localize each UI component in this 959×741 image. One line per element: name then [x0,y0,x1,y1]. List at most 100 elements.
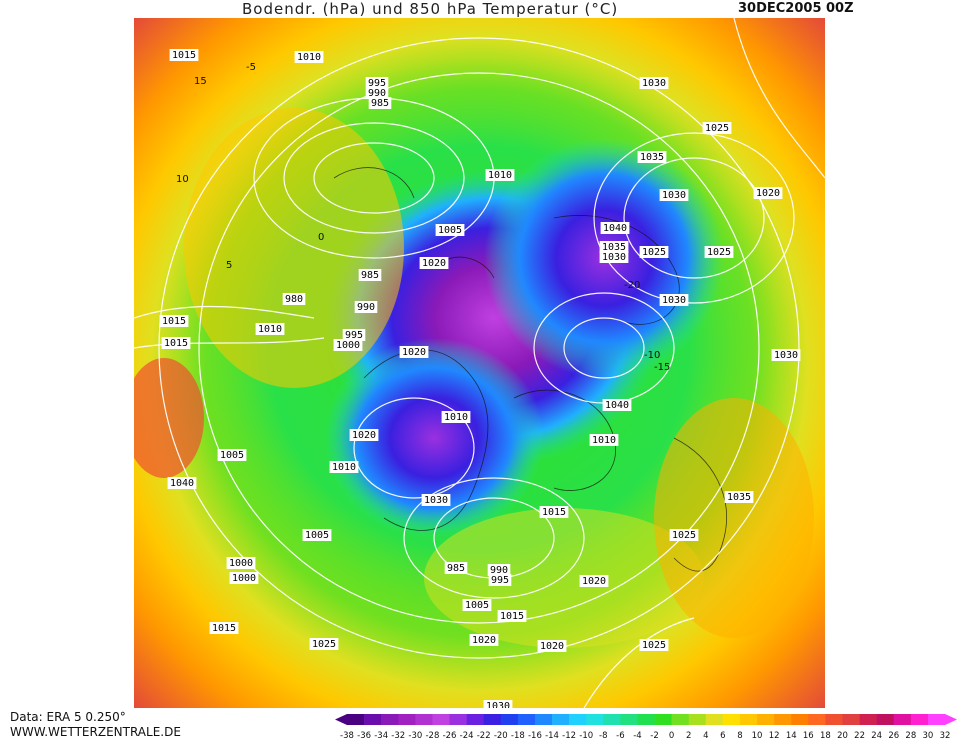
pressure-label: 1010 [329,461,359,473]
pressure-label: 1030 [421,494,451,506]
scale-tick-label: 0 [669,731,674,740]
svg-text:1025: 1025 [672,530,696,541]
svg-text:1000: 1000 [232,573,256,584]
svg-text:1025: 1025 [642,640,666,651]
pressure-label: 1025 [309,638,339,650]
pressure-label: 1020 [537,640,567,652]
pressure-label: 995 [342,329,366,341]
pressure-label: 990 [365,87,389,99]
scale-tick-label: -26 [443,731,457,740]
pressure-label: 1015 [159,315,189,327]
svg-text:1020: 1020 [582,576,606,587]
scale-swatch [842,714,860,725]
svg-text:990: 990 [490,565,508,576]
svg-text:1010: 1010 [592,435,616,446]
scale-swatch [569,714,587,725]
svg-text:1030: 1030 [774,350,798,361]
pressure-label: 1015 [497,610,527,622]
scale-tick-label: 8 [737,731,742,740]
scale-swatch [620,714,638,725]
pressure-label: 1010 [485,169,515,181]
svg-text:1015: 1015 [162,316,186,327]
scale-tick-label: -24 [460,731,474,740]
svg-text:1035: 1035 [640,152,664,163]
svg-text:1025: 1025 [705,123,729,134]
pressure-label: 1005 [435,224,465,236]
scale-swatch [808,714,826,725]
pressure-label: 1030 [483,700,513,708]
svg-text:1005: 1005 [438,225,462,236]
pressure-label: 1020 [753,187,783,199]
scale-tick-label: -28 [425,731,439,740]
scale-swatch [432,714,450,725]
scale-swatch [500,714,519,725]
isotherm-label: 5 [226,260,232,271]
pressure-label: 985 [368,97,392,109]
pressure-label: 1010 [255,323,285,335]
svg-text:1035: 1035 [727,492,751,503]
isotherm-label: 0 [318,232,324,243]
scale-swatch [586,714,604,725]
scale-swatch [534,714,553,725]
scale-tick-label: -30 [408,731,422,740]
isobar-layer [134,18,825,708]
svg-text:1015: 1015 [500,611,524,622]
scale-tick-label: -8 [599,731,607,740]
pressure-label: 1015 [161,337,191,349]
scale-tick-label: -22 [477,731,491,740]
scale-tick-label: 16 [803,731,814,740]
scale-tick-label: -16 [528,731,542,740]
scale-swatch [517,714,536,725]
scale-tick-label: 14 [786,731,797,740]
scale-tick-label: 2 [686,731,691,740]
scale-swatch [774,714,792,725]
pressure-label: 990 [354,301,378,313]
scale-tick-label: -38 [340,731,354,740]
pressure-label: 1020 [399,346,429,358]
pressure-label: 985 [444,562,468,574]
svg-text:1015: 1015 [542,507,566,518]
svg-text:1040: 1040 [605,400,629,411]
pressure-label: 1005 [217,449,247,461]
isotherm-label: -10 [644,350,660,361]
svg-text:1040: 1040 [603,223,627,234]
svg-text:1005: 1005 [305,530,329,541]
pressure-label: 1015 [209,622,239,634]
warm-pocket-atlantic [184,108,404,388]
scale-swatch [654,714,672,725]
scale-tick-label: 6 [720,731,725,740]
pressure-label: 1020 [419,257,449,269]
pressure-label: 990 [487,564,511,576]
pressure-label: 1015 [169,49,199,61]
pressure-label: 1030 [659,294,689,306]
scale-tick-label: 12 [769,731,780,740]
svg-text:1010: 1010 [258,324,282,335]
scale-swatch [722,714,741,725]
svg-text:1000: 1000 [229,558,253,569]
scale-tick-label: -2 [650,731,658,740]
svg-text:1040: 1040 [170,478,194,489]
pressure-label: 1025 [702,122,732,134]
scale-tick-label: 4 [703,731,708,740]
pressure-label: 1005 [462,599,492,611]
svg-text:1020: 1020 [756,188,780,199]
svg-text:1020: 1020 [422,258,446,269]
pressure-label: 1010 [589,434,619,446]
pressure-label: 1040 [600,222,630,234]
pressure-label: 980 [282,293,306,305]
svg-text:1010: 1010 [332,462,356,473]
pressure-label: 995 [488,574,512,586]
pressure-label: 1020 [579,575,609,587]
svg-text:1025: 1025 [707,247,731,258]
hot-spot-africa [134,358,204,478]
svg-text:1020: 1020 [540,641,564,652]
svg-text:1025: 1025 [642,247,666,258]
svg-text:985: 985 [371,98,389,109]
svg-text:1020: 1020 [402,347,426,358]
scale-tick-label: -34 [374,731,388,740]
isotherm-label: -15 [654,362,670,373]
pressure-label: 1020 [349,429,379,441]
svg-text:980: 980 [285,294,303,305]
pressure-label: 1040 [167,477,197,489]
